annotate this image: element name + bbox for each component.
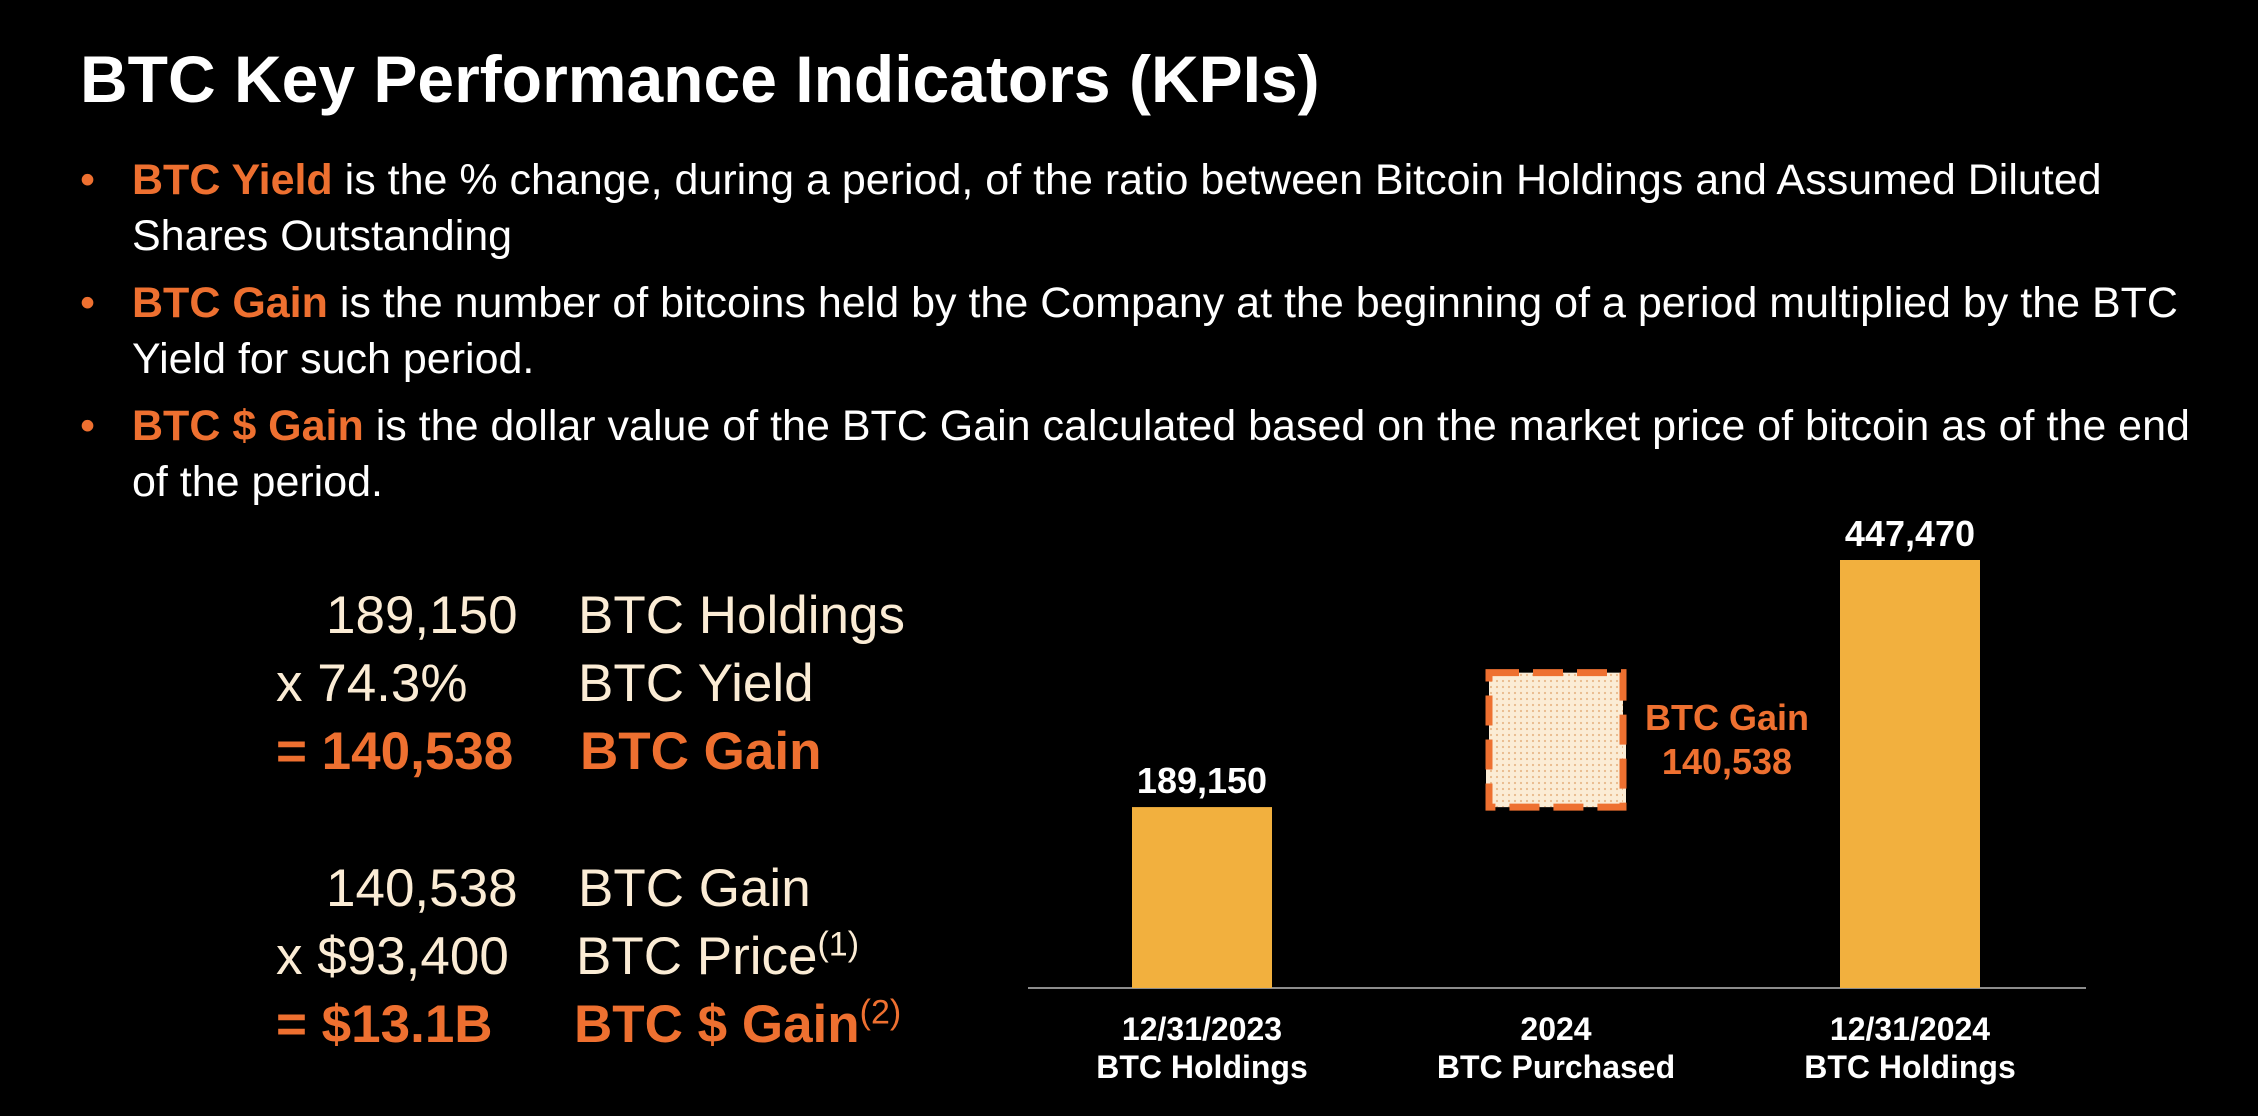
category-label-1-line-2: BTC Holdings xyxy=(1096,1049,1308,1085)
calc2-gain-value: 140,538 xyxy=(326,859,518,918)
calc2-gain-label: BTC Gain xyxy=(578,859,811,918)
category-label-3-line-1: 12/31/2024 xyxy=(1830,1011,1990,1047)
category-label-2-line-1: 2024 xyxy=(1520,1011,1591,1047)
bar-3 xyxy=(1840,560,1980,988)
calc2-price-value: x $93,400 xyxy=(276,927,509,986)
page-title: BTC Key Performance Indicators (KPIs) xyxy=(80,42,1320,116)
bullet-icon: • xyxy=(80,279,96,327)
btc-gain-dashed-box xyxy=(1485,669,1627,811)
bullet-btc-yield: • BTC Yield is the % change, during a per… xyxy=(80,152,2200,264)
calc2-dollar-gain-label: BTC $ Gain(2) xyxy=(574,993,901,1057)
footnote-1: (1) xyxy=(817,925,860,964)
definition-btc-dollar-gain: is the dollar value of the BTC Gain calc… xyxy=(132,402,2190,506)
term-btc-dollar-gain: BTC $ Gain xyxy=(132,402,364,450)
calc1-yield-label: BTC Yield xyxy=(578,654,814,713)
bar-value-label-1: 189,150 xyxy=(1137,760,1267,801)
term-btc-yield: BTC Yield xyxy=(132,156,333,204)
bar-1 xyxy=(1132,807,1272,988)
footnote-2: (2) xyxy=(859,993,902,1032)
kpi-definitions: • BTC Yield is the % change, during a per… xyxy=(80,152,2200,521)
bullet-btc-gain: • BTC Gain is the number of bitcoins held… xyxy=(80,275,2200,387)
calc2-dollar-gain-value: = $13.1B xyxy=(276,995,493,1054)
definition-btc-yield: is the % change, during a period, of the… xyxy=(132,156,2102,260)
calc2-dollar-gain-label-text: BTC $ Gain xyxy=(574,995,860,1054)
calc1-gain-value: = 140,538 xyxy=(276,722,514,781)
calc1-holdings-label: BTC Holdings xyxy=(578,586,905,645)
btc-gain-annotation-name: BTC Gain xyxy=(1645,697,1809,738)
calc1-gain-label: BTC Gain xyxy=(580,722,822,781)
term-btc-gain: BTC Gain xyxy=(132,279,328,327)
calc1-holdings-value: 189,150 xyxy=(326,586,518,645)
bar-value-label-3: 447,470 xyxy=(1845,513,1975,554)
bullet-icon: • xyxy=(80,156,96,204)
bullet-btc-dollar-gain: • BTC $ Gain is the dollar value of the B… xyxy=(80,398,2200,510)
category-label-3-line-2: BTC Holdings xyxy=(1804,1049,2016,1085)
category-label-2-line-2: BTC Purchased xyxy=(1437,1049,1675,1085)
category-label-1-line-1: 12/31/2023 xyxy=(1122,1011,1282,1047)
btc-gain-annotation-value: 140,538 xyxy=(1662,741,1792,782)
calc1-yield-value: x 74.3% xyxy=(276,654,468,713)
calc2-price-label-text: BTC Price xyxy=(576,927,818,986)
bullet-icon: • xyxy=(80,402,96,450)
calc2-price-label: BTC Price(1) xyxy=(576,925,859,989)
definition-btc-gain: is the number of bitcoins held by the Co… xyxy=(132,279,2178,383)
